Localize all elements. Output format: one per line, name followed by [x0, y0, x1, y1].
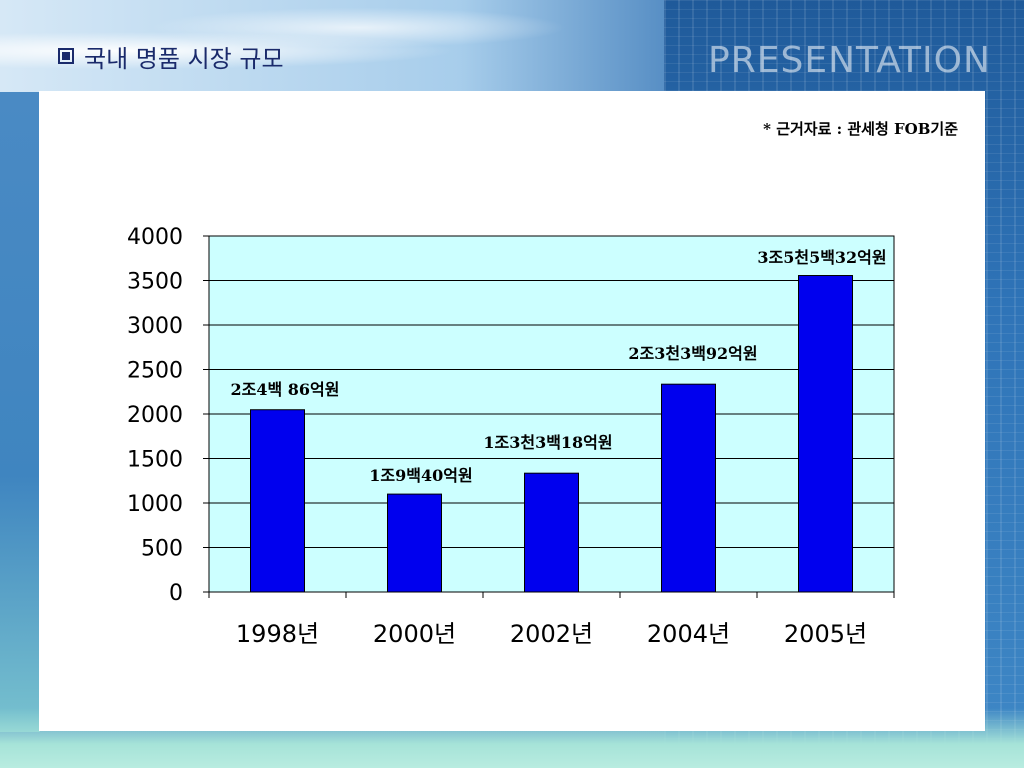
bar — [661, 383, 716, 593]
bar — [798, 275, 853, 593]
slide-title-group: 국내 명품 시장 규모 — [58, 38, 284, 74]
x-tick-label: 2005년 — [784, 620, 867, 648]
data-label: 2조3천3백92억원 — [628, 344, 757, 363]
data-label: 2조4백 86억원 — [231, 380, 340, 399]
slide-title: 국내 명품 시장 규모 — [84, 44, 284, 73]
y-tick-label: 0 — [169, 581, 183, 606]
background-left-band — [0, 92, 40, 732]
x-tick-label: 1998년 — [236, 620, 319, 648]
y-tick-label: 3000 — [127, 314, 183, 339]
square-bullet-icon — [58, 48, 74, 64]
x-tick-label: 2002년 — [510, 620, 593, 648]
bar — [387, 493, 442, 593]
y-tick-label: 2000 — [127, 403, 183, 428]
y-tick-label: 4000 — [127, 225, 183, 250]
y-tick-label: 3500 — [127, 270, 183, 295]
data-label: 3조5천5백32억원 — [757, 248, 886, 267]
data-label: 1조9백40억원 — [369, 466, 472, 485]
x-tick-label: 2004년 — [647, 620, 730, 648]
bar — [524, 472, 579, 593]
y-tick-label: 500 — [141, 537, 183, 562]
bar — [250, 409, 305, 593]
data-label: 1조3천3백18억원 — [483, 433, 612, 452]
presentation-watermark: PRESENTATION — [708, 40, 991, 81]
source-note: * 근거자료 : 관세청 FOB기준 — [763, 120, 958, 138]
y-tick-label: 1000 — [127, 492, 183, 517]
x-tick-label: 2000년 — [373, 620, 456, 648]
y-tick-label: 2500 — [127, 359, 183, 384]
y-tick-label: 1500 — [127, 448, 183, 473]
